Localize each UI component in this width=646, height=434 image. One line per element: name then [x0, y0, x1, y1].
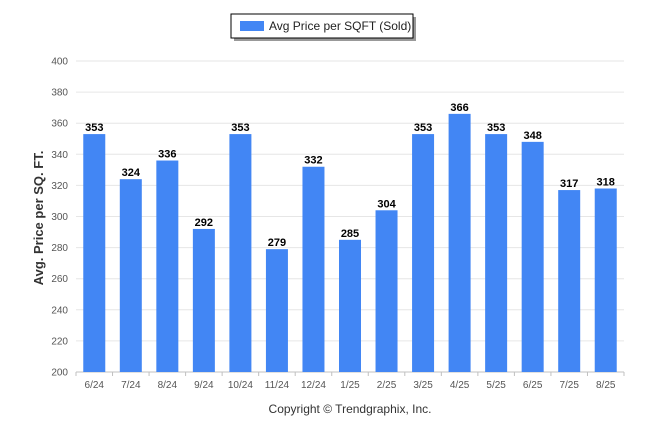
bars	[83, 113, 617, 373]
bar-11-24[interactable]	[265, 249, 288, 372]
x-tick-label: 12/24	[301, 380, 326, 391]
x-tick-label: 11/24	[265, 380, 290, 391]
data-label: 353	[85, 122, 103, 134]
bar-12-24[interactable]	[302, 166, 325, 372]
y-tick-label: 300	[51, 212, 68, 223]
y-tick-label: 220	[51, 336, 68, 347]
bar-2-25[interactable]	[375, 210, 398, 372]
y-tick-label: 260	[51, 274, 68, 285]
axes	[75, 371, 625, 376]
bar-3-25[interactable]	[412, 134, 435, 372]
x-tick-label: 3/25	[413, 380, 433, 391]
data-label: 348	[523, 130, 541, 142]
x-tick-label: 6/24	[85, 380, 105, 391]
data-label: 279	[268, 237, 286, 249]
bar-7-25[interactable]	[558, 190, 581, 372]
x-tick-label: 6/25	[523, 380, 543, 391]
data-label: 336	[158, 149, 176, 161]
bar-8-24[interactable]	[156, 160, 179, 372]
data-label: 304	[377, 198, 396, 210]
legend-label: Avg Price per SQFT (Sold)	[269, 19, 411, 33]
data-label: 324	[122, 167, 141, 179]
data-label: 317	[560, 178, 578, 190]
x-tick-label: 7/25	[559, 380, 579, 391]
bar-6-24[interactable]	[83, 134, 106, 372]
x-tick-label: 2/25	[377, 380, 397, 391]
y-tick-label: 200	[51, 368, 68, 379]
data-label: 353	[231, 122, 249, 134]
bar-6-25[interactable]	[521, 141, 544, 372]
bar-10-24[interactable]	[229, 134, 252, 372]
data-label: 318	[597, 177, 615, 189]
y-tick-label: 240	[51, 305, 68, 316]
bar-9-24[interactable]	[192, 228, 215, 372]
data-labels: 353 324 336 292 353 279 332 285 304 353 366 353 348 3…	[85, 102, 615, 249]
x-tick-labels: 6/24 7/24 8/24 9/24 10/24 11/24 12/24 1/25 2/25 3…	[85, 380, 616, 391]
y-tick-label: 340	[51, 150, 68, 161]
x-tick-label: 10/24	[228, 380, 253, 391]
data-label: 285	[341, 228, 359, 240]
data-label: 332	[304, 155, 322, 167]
bar-1-25[interactable]	[339, 239, 361, 372]
y-tick-label: 380	[51, 88, 68, 99]
data-label: 353	[487, 122, 505, 134]
bar-7-24[interactable]	[119, 179, 142, 372]
data-label: 366	[450, 102, 468, 114]
bar-4-25[interactable]	[448, 113, 471, 373]
x-tick-label: 9/24	[194, 380, 214, 391]
x-tick-label: 4/25	[450, 380, 470, 391]
legend[interactable]: Avg Price per SQFT (Sold)	[230, 13, 416, 41]
y-tick-label: 360	[51, 119, 68, 130]
x-tick-label: 1/25	[340, 380, 360, 391]
x-tick-label: 5/25	[486, 380, 506, 391]
legend-box	[230, 13, 414, 39]
bar-5-25[interactable]	[485, 134, 508, 372]
y-tick-label: 400	[51, 57, 68, 68]
y-axis-title: Avg. Price per SQ. FT.	[31, 151, 46, 286]
data-label: 353	[414, 122, 432, 134]
y-tick-labels: 200 220 240 260 280 300 320 340 360 380 400	[51, 57, 68, 379]
copyright-text: Copyright © Trendgraphix, Inc.	[269, 402, 432, 416]
bar-8-25[interactable]	[594, 188, 617, 372]
x-tick-label: 8/24	[158, 380, 178, 391]
legend-swatch	[240, 21, 264, 31]
x-tick-label: 7/24	[121, 380, 141, 391]
y-tick-label: 320	[51, 181, 68, 192]
x-tick-label: 8/25	[596, 380, 616, 391]
data-label: 292	[195, 217, 213, 229]
y-tick-label: 280	[51, 243, 68, 254]
